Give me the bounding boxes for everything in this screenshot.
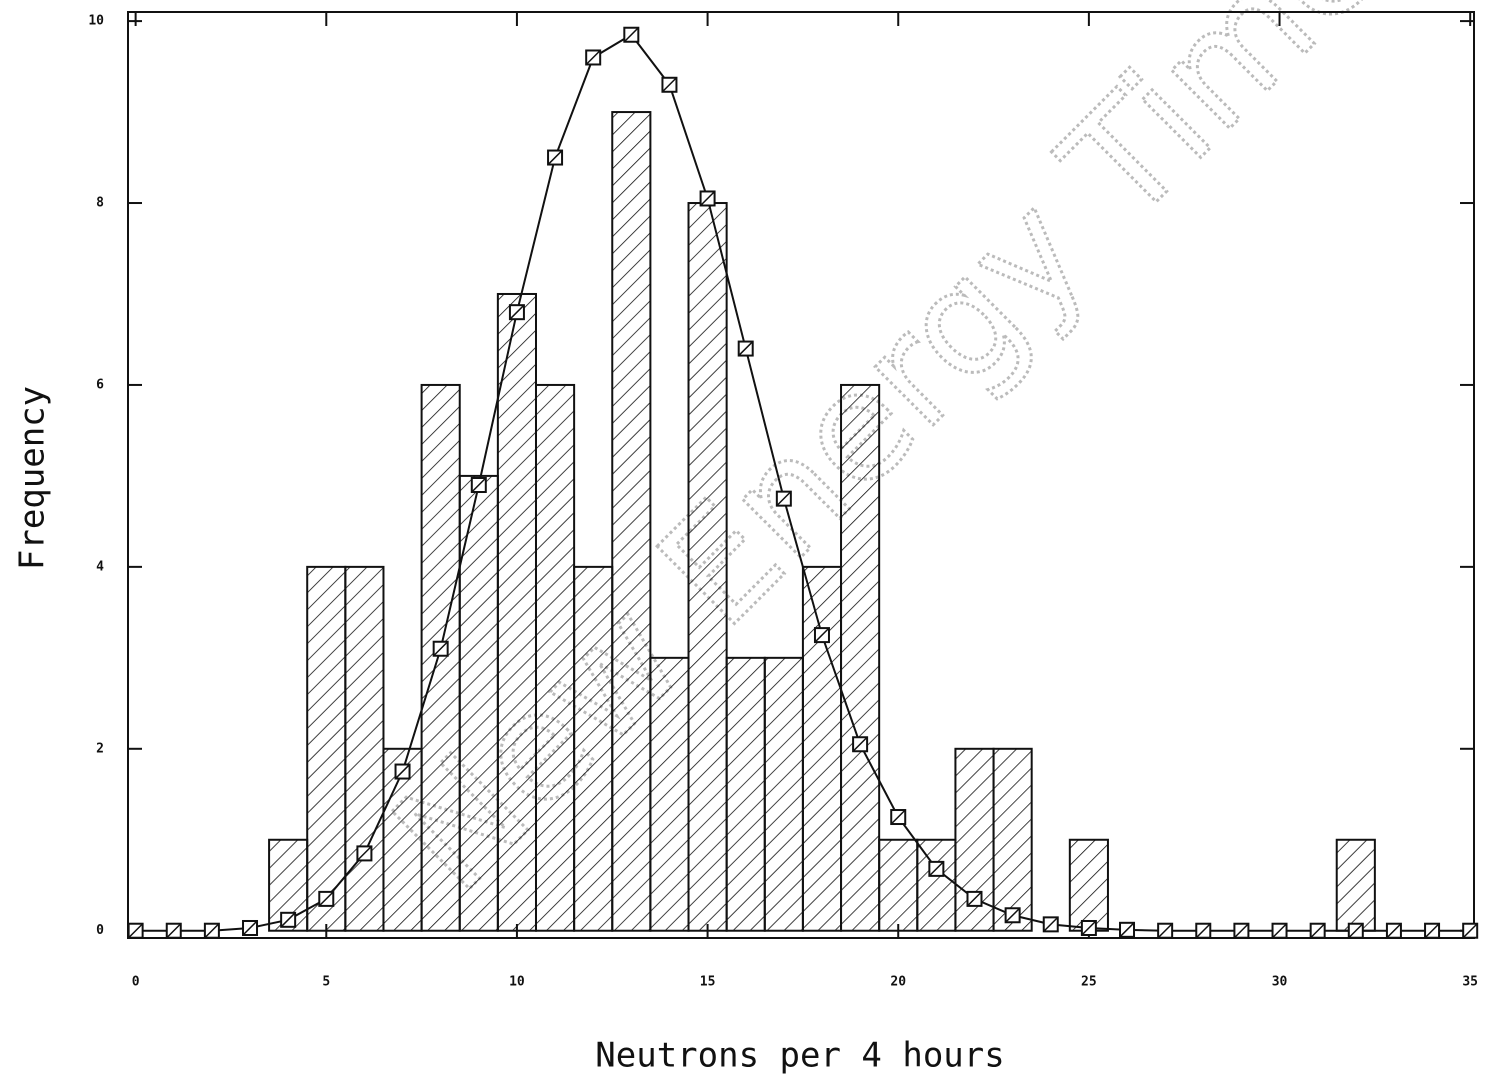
curve-marker-slash — [700, 190, 716, 207]
bar — [268, 838, 309, 932]
curve-marker-slash — [471, 477, 487, 493]
curve-marker-slash — [1348, 923, 1364, 939]
bar — [878, 838, 919, 932]
curve-marker-slash — [433, 641, 449, 657]
curve-marker-slash — [1081, 920, 1097, 936]
x-tick-label: 25 — [1081, 975, 1097, 990]
curve-marker-slash — [966, 891, 983, 907]
curve-marker-slash — [204, 923, 220, 939]
bar — [1068, 838, 1109, 932]
curve-marker-slash — [242, 920, 258, 936]
y-tick-label: 8 — [96, 196, 104, 211]
x-tick-label: 10 — [509, 975, 525, 990]
x-tick-label: 30 — [1272, 975, 1288, 990]
y-axis-title: Frequency — [13, 386, 53, 570]
curve-marker-slash — [395, 764, 411, 780]
bar — [611, 111, 652, 932]
curve-marker-slash — [928, 861, 944, 877]
curve-marker-slash — [318, 891, 334, 907]
bar — [1335, 838, 1376, 932]
bar — [458, 474, 499, 932]
bar — [992, 747, 1033, 932]
curve-marker-slash — [1119, 922, 1135, 938]
bar — [840, 383, 881, 932]
bar — [687, 202, 728, 932]
bar — [534, 383, 576, 932]
curve-marker-slash — [1386, 923, 1402, 939]
curve-marker-slash — [852, 736, 868, 752]
curve-marker-slash — [776, 491, 792, 507]
x-tick-label: 35 — [1462, 975, 1478, 990]
curve-marker-slash — [1043, 916, 1059, 932]
curve-marker-slash — [738, 341, 754, 357]
x-tick-label: 5 — [322, 975, 330, 990]
bar — [573, 565, 614, 932]
x-tick-label: 15 — [700, 975, 716, 990]
curve-marker-slash — [356, 845, 372, 861]
curve-marker-slash — [1272, 923, 1288, 939]
curve-marker-slash — [1310, 923, 1326, 939]
curve-marker-slash — [166, 923, 182, 939]
curve-marker-slash — [128, 923, 144, 939]
plot-frame — [127, 11, 1475, 939]
curve-marker-slash — [1462, 923, 1478, 939]
bar — [725, 656, 766, 932]
curve-marker-slash — [814, 627, 830, 643]
bar — [916, 838, 957, 932]
curve-marker-slash — [1195, 923, 1211, 939]
curve-marker-slash — [1233, 923, 1249, 939]
bar — [420, 383, 461, 932]
bar — [763, 656, 804, 932]
y-tick-label: 0 — [96, 923, 104, 938]
bar — [649, 656, 690, 932]
bar — [801, 565, 843, 932]
x-tick-label: 0 — [132, 975, 140, 990]
bar — [306, 565, 347, 932]
bar — [496, 292, 537, 932]
curve-marker-slash — [1157, 923, 1173, 939]
y-tick-label: 4 — [96, 559, 104, 574]
curve-marker-slash — [280, 912, 296, 928]
curve-marker-slash — [509, 304, 525, 320]
y-tick-label: 6 — [96, 377, 104, 392]
x-tick-label: 20 — [890, 975, 906, 990]
y-tick-label: 2 — [96, 741, 104, 756]
curve-marker-slash — [585, 49, 601, 66]
y-tick-label: 10 — [88, 14, 104, 29]
curve-marker-slash — [1005, 907, 1021, 923]
curve-marker-slash — [890, 809, 906, 825]
curve-marker-slash — [1424, 923, 1440, 939]
curve-marker-slash — [623, 27, 639, 43]
x-axis-title: Neutrons per 4 hours — [595, 1036, 1004, 1076]
bar — [344, 565, 385, 932]
curve-marker-slash — [661, 77, 677, 93]
curve-marker-slash — [547, 150, 563, 166]
